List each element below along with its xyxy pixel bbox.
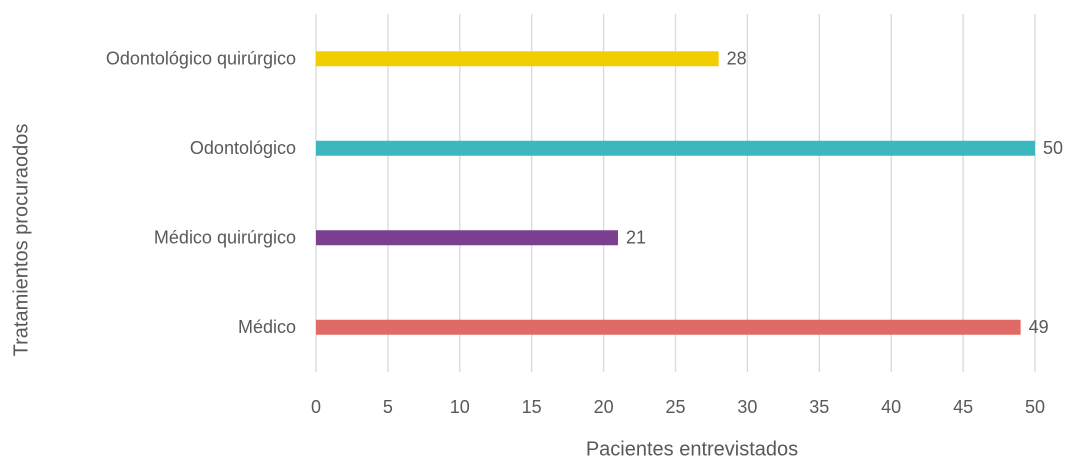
y-axis-label: Tratamientos procuraodos (10, 124, 32, 357)
value-label: 49 (1029, 317, 1049, 337)
x-tick-label: 0 (311, 397, 321, 417)
y-tick-label: Odontológico quirúrgico (106, 49, 296, 69)
x-tick-label: 5 (383, 397, 393, 417)
value-label: 28 (727, 49, 747, 69)
x-axis-label: Pacientes entrevistados (586, 438, 798, 458)
x-tick-label: 10 (450, 397, 470, 417)
x-tick-label: 35 (809, 397, 829, 417)
x-tick-label: 40 (881, 397, 901, 417)
y-tick-label: Médico (238, 317, 296, 337)
bar (316, 230, 618, 246)
value-label: 21 (626, 228, 646, 248)
x-tick-label: 30 (737, 397, 757, 417)
x-tick-label: 25 (665, 397, 685, 417)
x-tick-label: 45 (953, 397, 973, 417)
y-tick-label: Odontológico (190, 138, 296, 158)
bar (316, 319, 1021, 335)
x-tick-label: 50 (1025, 397, 1045, 417)
y-tick-label: Médico quirúrgico (154, 228, 296, 248)
bar (316, 140, 1035, 156)
x-tick-label: 15 (522, 397, 542, 417)
x-tick-label: 20 (594, 397, 614, 417)
value-label: 50 (1043, 138, 1063, 158)
bar (316, 51, 719, 67)
